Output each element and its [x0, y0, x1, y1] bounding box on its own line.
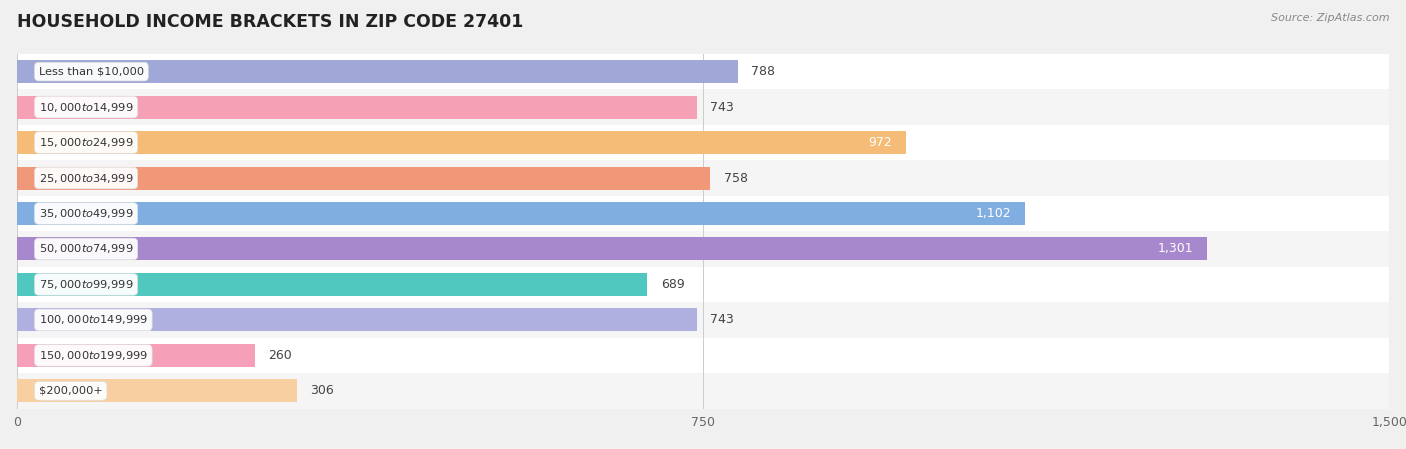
Text: $150,000 to $199,999: $150,000 to $199,999	[39, 349, 148, 362]
Bar	[17, 302, 1389, 338]
Bar	[17, 379, 297, 402]
Text: 1,301: 1,301	[1157, 242, 1194, 255]
Bar	[17, 167, 710, 189]
Bar	[17, 96, 696, 119]
Text: $75,000 to $99,999: $75,000 to $99,999	[39, 278, 134, 291]
Bar	[17, 196, 1389, 231]
Bar	[17, 131, 905, 154]
Text: Less than $10,000: Less than $10,000	[39, 66, 143, 77]
Bar	[17, 238, 1208, 260]
Bar	[17, 160, 1389, 196]
Bar	[17, 125, 1389, 160]
Text: $15,000 to $24,999: $15,000 to $24,999	[39, 136, 134, 149]
Bar	[17, 54, 1389, 89]
Bar	[17, 338, 1389, 373]
Text: $200,000+: $200,000+	[39, 386, 103, 396]
Bar	[17, 308, 696, 331]
Text: $100,000 to $149,999: $100,000 to $149,999	[39, 313, 148, 326]
Text: 306: 306	[311, 384, 335, 397]
Text: 743: 743	[710, 313, 734, 326]
Bar	[17, 344, 254, 367]
Text: $50,000 to $74,999: $50,000 to $74,999	[39, 242, 134, 255]
Text: 788: 788	[751, 65, 776, 78]
Text: 260: 260	[269, 349, 292, 362]
Bar	[17, 267, 1389, 302]
Text: Source: ZipAtlas.com: Source: ZipAtlas.com	[1271, 13, 1389, 23]
Text: 743: 743	[710, 101, 734, 114]
Bar	[17, 373, 1389, 409]
Text: HOUSEHOLD INCOME BRACKETS IN ZIP CODE 27401: HOUSEHOLD INCOME BRACKETS IN ZIP CODE 27…	[17, 13, 523, 31]
Text: $35,000 to $49,999: $35,000 to $49,999	[39, 207, 134, 220]
Bar	[17, 231, 1389, 267]
Text: $25,000 to $34,999: $25,000 to $34,999	[39, 172, 134, 185]
Text: 972: 972	[869, 136, 893, 149]
Text: $10,000 to $14,999: $10,000 to $14,999	[39, 101, 134, 114]
Text: 758: 758	[724, 172, 748, 185]
Bar	[17, 89, 1389, 125]
Bar	[17, 273, 647, 296]
Bar	[17, 60, 738, 83]
Text: 689: 689	[661, 278, 685, 291]
Text: 1,102: 1,102	[976, 207, 1011, 220]
Bar	[17, 202, 1025, 225]
